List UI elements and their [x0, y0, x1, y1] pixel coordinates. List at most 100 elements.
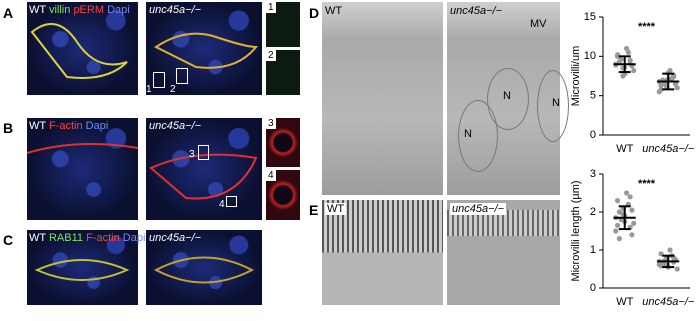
data-point — [629, 232, 635, 238]
stain-outline — [30, 23, 128, 79]
x-tick-label: unc45a−/− — [642, 296, 695, 308]
data-point — [656, 89, 662, 95]
y-axis-label: Microvilli/um — [570, 46, 582, 107]
significance: **** — [638, 21, 656, 33]
panel-letter: E — [309, 202, 319, 218]
inset-label: 3 — [266, 118, 276, 129]
roi-label: 1 — [146, 84, 152, 95]
micrograph — [146, 118, 262, 220]
data-point — [631, 220, 637, 226]
data-point — [672, 81, 679, 87]
roi-box — [226, 196, 237, 207]
data-point — [667, 67, 673, 74]
x-tick-label: WT — [616, 296, 633, 308]
y-axis-label: Microvilli length (µm) — [570, 180, 582, 281]
stain-label: RAB11 — [48, 232, 84, 244]
mutant-label: unc45a−/− — [149, 232, 201, 244]
wt-label: WT — [29, 232, 46, 244]
data-point — [620, 73, 626, 79]
image-label: WT RAB11 F-actin Dapi — [29, 232, 145, 244]
em-image — [322, 2, 443, 195]
nucleus-label: N — [464, 128, 472, 140]
micrograph — [26, 118, 139, 220]
y-tick-label: 1 — [590, 244, 596, 256]
stain-outline — [153, 256, 255, 284]
em-image — [322, 200, 443, 305]
wt-label: WT — [325, 5, 343, 17]
micrograph — [146, 2, 262, 95]
y-tick-label: 0 — [590, 282, 596, 294]
roi-box — [176, 68, 188, 84]
significance: **** — [638, 178, 656, 190]
mv-label: MV — [530, 18, 547, 30]
stain-label: Dapi — [107, 4, 130, 16]
nucleus — [458, 100, 498, 172]
stain-label: pERM — [73, 4, 104, 16]
inset-label: 2 — [266, 50, 276, 61]
data-point — [667, 247, 673, 253]
image-label: WT villin pERM Dapi — [29, 4, 130, 16]
stain-outline — [26, 143, 139, 154]
micrograph — [27, 230, 138, 305]
y-tick-label: 10 — [584, 50, 596, 62]
mutant-label: unc45a−/− — [450, 203, 506, 215]
stain-outline — [149, 153, 258, 200]
roi-box — [198, 145, 209, 160]
data-point — [614, 198, 621, 204]
stain-label: villin — [48, 4, 71, 16]
wt-label: WT — [29, 4, 46, 16]
panel-letter: D — [309, 5, 320, 21]
roi-box — [153, 72, 165, 88]
y-tick-label: 15 — [584, 11, 596, 23]
wt-label: WT — [325, 203, 347, 215]
em-image — [447, 200, 560, 305]
data-point — [616, 236, 622, 242]
panel-letter: A — [3, 5, 14, 21]
panel-letter: B — [3, 120, 14, 136]
stain-outline — [154, 32, 259, 69]
inset-label: 4 — [266, 170, 276, 181]
nucleus — [537, 70, 569, 142]
nucleus — [487, 68, 529, 130]
data-point — [613, 228, 619, 234]
mutant-label: unc45a−/− — [149, 4, 201, 16]
roi-label: 4 — [219, 199, 225, 210]
panel-letter: C — [3, 232, 14, 248]
y-tick-label: 2 — [590, 206, 596, 218]
stain-label: F-actin — [48, 120, 83, 132]
x-tick-label: WT — [616, 143, 633, 155]
mutant-label: unc45a−/− — [149, 120, 201, 132]
y-tick-label: 3 — [590, 168, 596, 180]
data-point — [623, 45, 630, 52]
data-point — [629, 207, 635, 213]
data-point — [614, 53, 621, 59]
data-point — [674, 85, 680, 91]
x-tick-label: unc45a−/− — [642, 143, 695, 155]
micrograph — [27, 2, 138, 95]
stain-label: Dapi — [122, 232, 146, 244]
data-point — [625, 49, 631, 56]
data-point — [614, 222, 621, 228]
data-point — [618, 56, 624, 63]
y-tick-label: 5 — [590, 90, 596, 102]
stain-label: Dapi — [85, 120, 109, 132]
roi-label: 2 — [170, 84, 176, 95]
mutant-label: unc45a−/− — [450, 5, 502, 17]
nucleus-label: N — [503, 90, 511, 102]
image-label: WT F-actin Dapi — [29, 120, 108, 132]
nucleus-label: N — [552, 97, 560, 109]
micrograph — [146, 230, 262, 305]
inset-label: 1 — [266, 2, 276, 13]
y-tick-label: 0 — [590, 129, 596, 141]
roi-label: 3 — [189, 149, 195, 160]
data-point — [623, 190, 630, 196]
stain-label: F-actin — [86, 232, 120, 244]
data-point — [658, 82, 664, 89]
data-point — [674, 266, 680, 272]
data-point — [631, 67, 637, 74]
data-point — [627, 194, 633, 200]
wt-label: WT — [29, 120, 46, 132]
stain-outline — [34, 259, 130, 281]
